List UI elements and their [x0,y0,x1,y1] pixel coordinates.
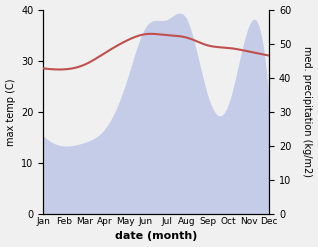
X-axis label: date (month): date (month) [115,231,197,242]
Y-axis label: med. precipitation (kg/m2): med. precipitation (kg/m2) [302,46,313,177]
Y-axis label: max temp (C): max temp (C) [5,78,16,145]
